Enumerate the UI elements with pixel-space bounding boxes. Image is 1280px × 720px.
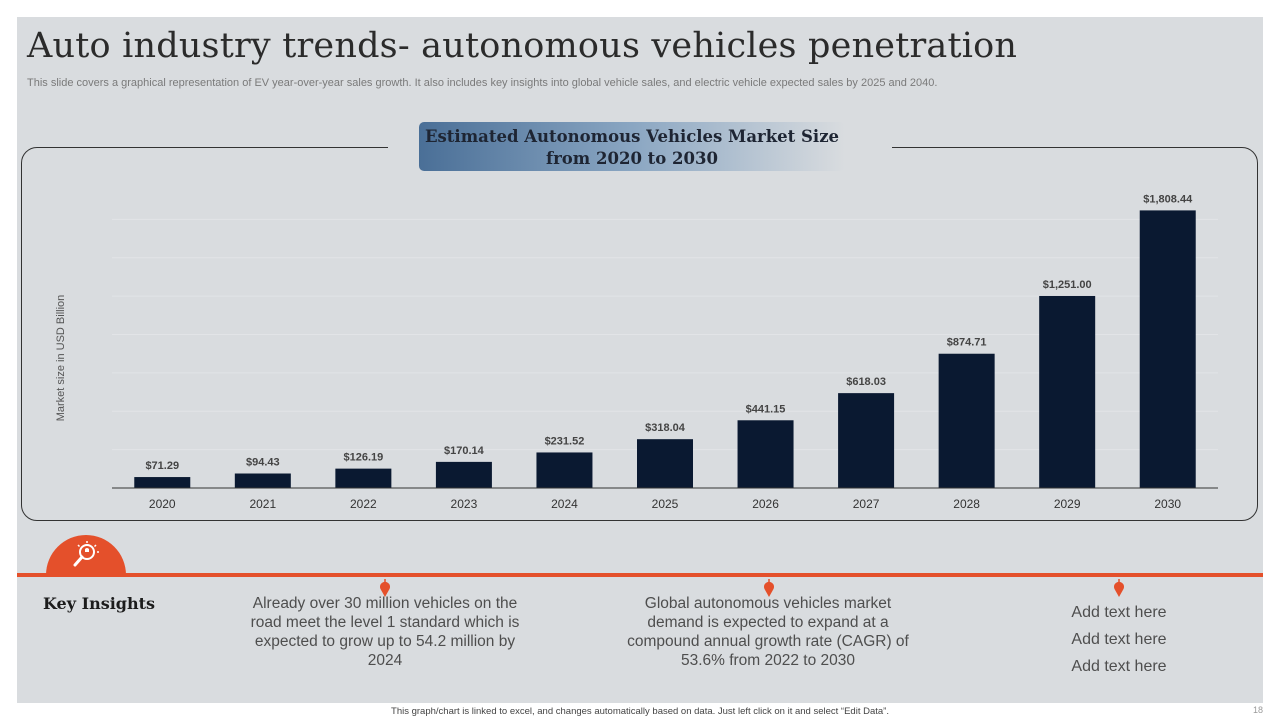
bar-2024[interactable] bbox=[536, 452, 593, 488]
page-number: 18 bbox=[1253, 705, 1264, 715]
chart-title-line1: Estimated Autonomous Vehicles Market Siz… bbox=[424, 127, 840, 146]
data-label-2023: $170.14 bbox=[444, 445, 485, 457]
bar-2029[interactable] bbox=[1039, 295, 1096, 488]
x-tick-2029: 2029 bbox=[1054, 497, 1081, 511]
x-tick-2024: 2024 bbox=[551, 497, 578, 511]
data-label-2020: $71.29 bbox=[145, 460, 179, 472]
add-text-1: Add text here bbox=[1071, 604, 1167, 621]
bar-2026[interactable] bbox=[737, 420, 794, 488]
x-tick-2023: 2023 bbox=[451, 497, 478, 511]
insight-text-1: Already over 30 million vehicles on the … bbox=[250, 595, 520, 669]
map-pin-icon bbox=[764, 579, 774, 597]
x-tick-2025: 2025 bbox=[652, 497, 679, 511]
bar-2025[interactable] bbox=[637, 439, 693, 488]
data-label-2026: $441.15 bbox=[746, 403, 786, 415]
data-label-2021: $94.43 bbox=[246, 457, 280, 469]
page-title: Auto industry trends- autonomous vehicle… bbox=[27, 26, 1018, 66]
chart-labels: $71.29 2020 $94.43 2021 $126.19 2022 $170.14 20… bbox=[145, 193, 1193, 511]
x-tick-2020: 2020 bbox=[149, 497, 176, 511]
insights-divider bbox=[17, 573, 1263, 577]
chart-bars bbox=[134, 210, 1196, 488]
x-tick-2027: 2027 bbox=[853, 497, 880, 511]
bar-chart[interactable]: $71.29 2020 $94.43 2021 $126.19 2022 $170.14 20… bbox=[22, 172, 1250, 517]
footer-note: This graph/chart is linked to excel, and… bbox=[391, 706, 889, 717]
key-insights-label: Key Insights bbox=[43, 594, 156, 613]
bar-2027[interactable] bbox=[838, 393, 895, 488]
chart-title-line2: from 2020 to 2030 bbox=[546, 149, 718, 168]
data-label-2028: $874.71 bbox=[947, 337, 987, 349]
add-text-2: Add text here bbox=[1071, 631, 1167, 648]
data-label-2025: $318.04 bbox=[645, 422, 686, 434]
y-axis-label: Market size in USD Billion bbox=[55, 295, 67, 422]
bar-2028[interactable] bbox=[938, 353, 995, 488]
data-label-2024: $231.52 bbox=[545, 435, 585, 447]
map-pin-icon bbox=[1114, 579, 1124, 597]
x-tick-2028: 2028 bbox=[953, 497, 980, 511]
bar-2030[interactable] bbox=[1139, 210, 1196, 488]
data-label-2022: $126.19 bbox=[343, 452, 383, 464]
data-label-2029: $1,251.00 bbox=[1043, 279, 1092, 291]
lightbulb-search-icon bbox=[73, 541, 99, 567]
bar-2021[interactable] bbox=[234, 473, 291, 488]
bar-2023[interactable] bbox=[435, 461, 492, 488]
chart-header: Estimated Autonomous Vehicles Market Siz… bbox=[419, 122, 845, 171]
x-tick-2022: 2022 bbox=[350, 497, 377, 511]
x-tick-2021: 2021 bbox=[249, 497, 276, 511]
data-label-2030: $1,808.44 bbox=[1143, 193, 1193, 205]
insight-text-2: Global autonomous vehicles market demand… bbox=[627, 595, 909, 669]
map-pin-icon bbox=[380, 579, 390, 597]
page-subtitle: This slide covers a graphical representa… bbox=[27, 77, 938, 89]
x-tick-2030: 2030 bbox=[1154, 497, 1181, 511]
bar-2022[interactable] bbox=[335, 468, 392, 488]
data-label-2027: $618.03 bbox=[846, 376, 886, 388]
x-tick-2026: 2026 bbox=[752, 497, 779, 511]
add-text-3: Add text here bbox=[1071, 658, 1167, 675]
bar-2020[interactable] bbox=[134, 477, 191, 488]
